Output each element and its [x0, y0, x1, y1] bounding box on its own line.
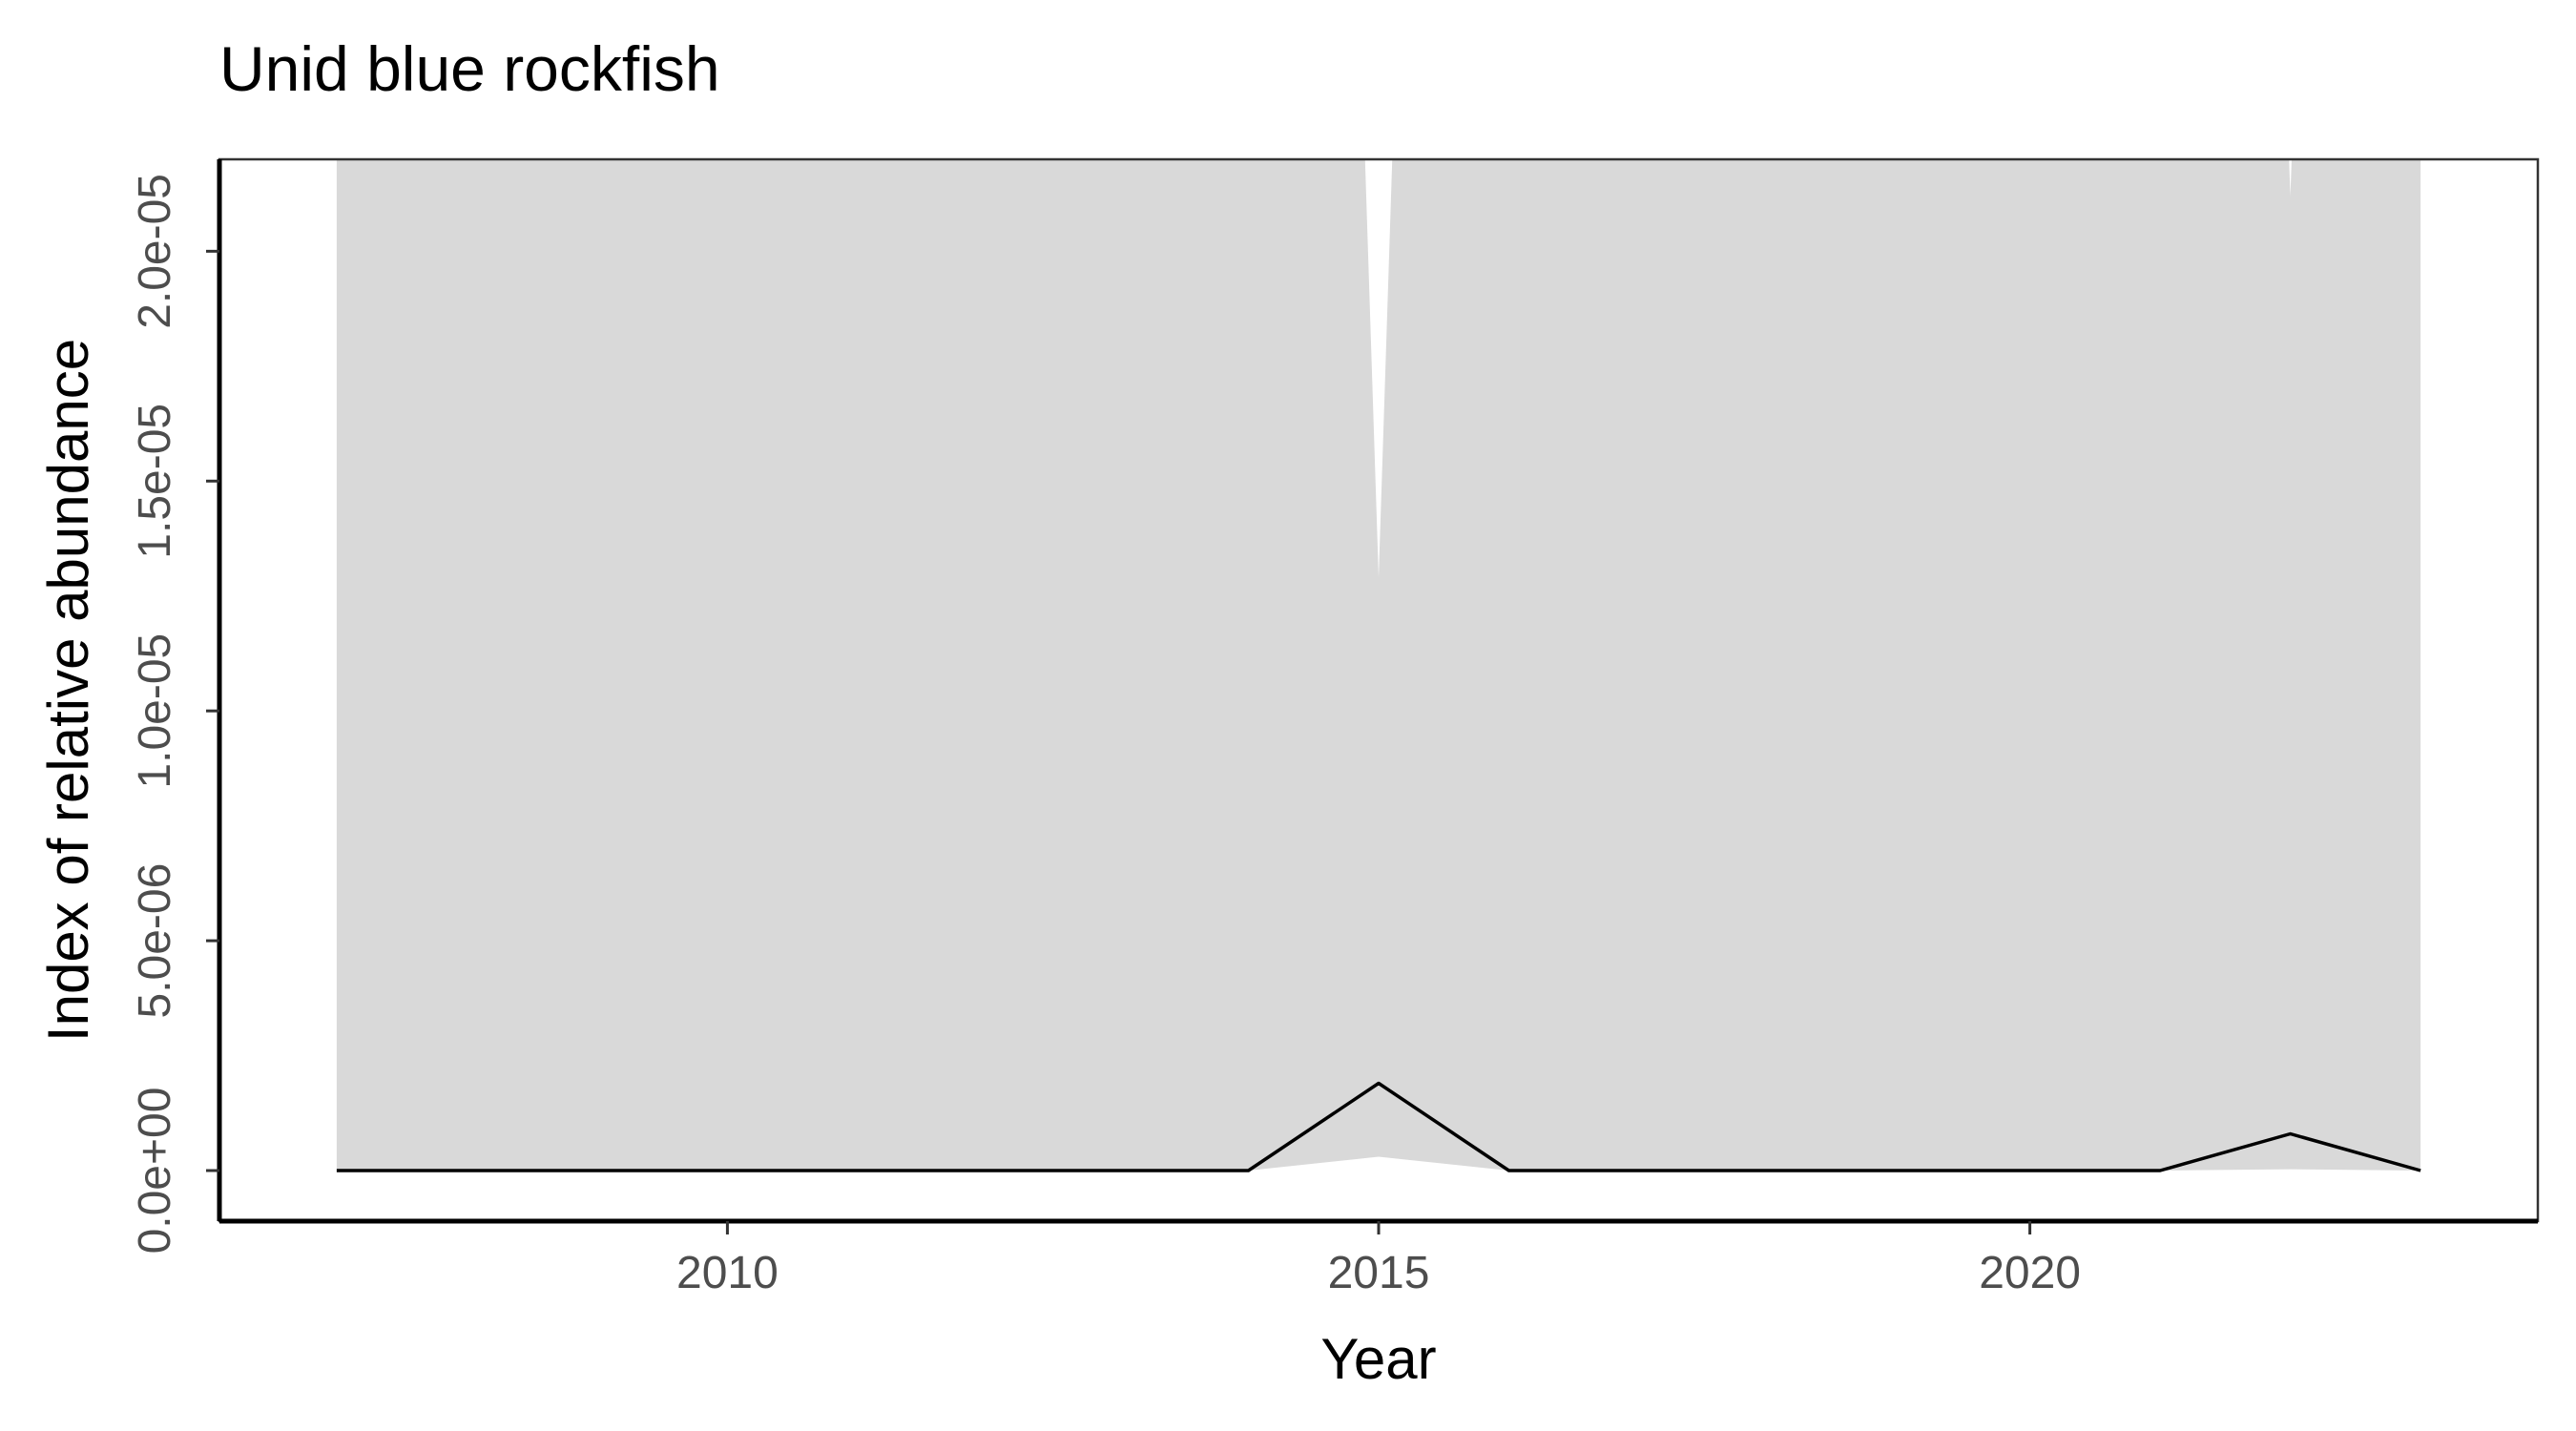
y-tick-label: 1.0e-05 [130, 633, 180, 789]
x-axis: 2010 2015 2020 [219, 1218, 2538, 1298]
y-axis-title: Index of relative abundance [36, 339, 100, 1042]
x-tick-label: 2010 [676, 1248, 779, 1298]
x-tick-label: 2020 [1979, 1248, 2081, 1298]
x-tick-label: 2015 [1328, 1248, 1430, 1298]
y-axis: 0.0e+00 5.0e-06 1.0e-05 1.5e-05 2.0e-05 [130, 159, 222, 1255]
x-axis-title: Year [1320, 1327, 1436, 1391]
y-tick-label: 5.0e-06 [130, 863, 180, 1019]
y-tick-label: 2.0e-05 [130, 174, 180, 329]
index-line [336, 1081, 2421, 1172]
plot-area [336, 159, 2421, 1172]
y-tick-label: 0.0e+00 [130, 1088, 180, 1255]
y-tick-label: 1.5e-05 [130, 404, 180, 559]
chart-title: Unid blue rockfish [219, 33, 720, 104]
confidence-ribbon [336, 159, 2421, 1171]
